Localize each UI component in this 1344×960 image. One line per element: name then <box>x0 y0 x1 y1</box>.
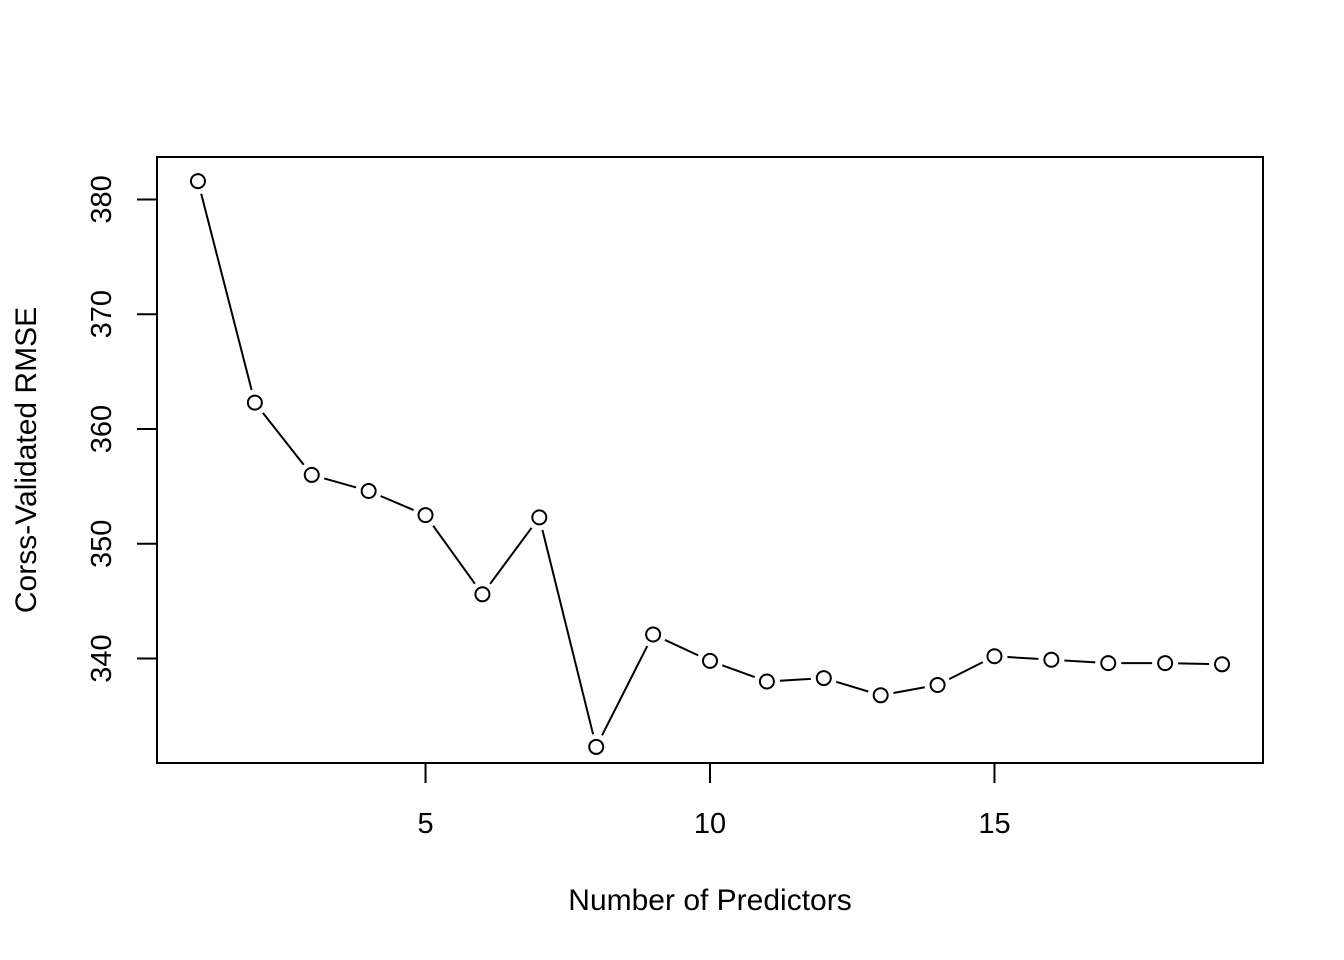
series-line-segment <box>262 412 305 466</box>
x-tick-label: 10 <box>694 808 726 840</box>
data-point <box>758 673 775 690</box>
y-tick-label: 340 <box>86 634 118 682</box>
series-line-segment <box>1007 656 1039 660</box>
x-axis-title: Number of Predictors <box>568 884 851 917</box>
series-line-segment <box>1064 659 1096 664</box>
series-line-segment <box>948 661 984 680</box>
series-line-segment <box>721 664 756 679</box>
data-point <box>303 466 320 483</box>
y-tick-label: 380 <box>86 175 118 223</box>
series-line-segment <box>779 677 811 682</box>
y-axis: 340 350 360 370 380 <box>86 175 158 683</box>
marker-layer <box>189 173 1231 755</box>
series-line-segment <box>893 686 925 694</box>
series-line-segment <box>380 495 414 511</box>
x-tick-label: 5 <box>417 808 433 840</box>
data-point <box>1100 655 1117 672</box>
data-point <box>189 173 206 190</box>
data-point <box>929 676 946 693</box>
data-point <box>1214 656 1231 673</box>
series-line-segment <box>432 525 476 585</box>
series-line-segment <box>601 645 649 736</box>
data-point <box>588 738 605 755</box>
data-point <box>246 394 263 411</box>
data-point <box>360 482 377 499</box>
series-layer <box>200 193 1210 736</box>
series-line-segment <box>664 639 699 657</box>
data-point <box>645 626 662 643</box>
y-tick-label: 350 <box>86 520 118 568</box>
y-tick-label: 370 <box>86 290 118 338</box>
x-tick-label: 15 <box>978 808 1010 840</box>
data-point <box>986 648 1003 665</box>
series-line-segment <box>541 529 595 735</box>
data-point <box>474 586 491 603</box>
data-point <box>1157 655 1174 672</box>
series-line-segment <box>1178 662 1210 666</box>
data-point <box>417 507 434 524</box>
y-axis-title: Corss-Validated RMSE <box>10 307 43 613</box>
data-point <box>531 509 548 526</box>
series-line-segment <box>323 477 357 489</box>
series-line-segment <box>835 680 869 693</box>
data-point <box>702 652 718 669</box>
data-point <box>815 670 832 687</box>
series-line-segment <box>200 193 253 391</box>
data-point <box>1043 651 1060 668</box>
series-line-segment <box>489 527 533 585</box>
data-point <box>872 687 889 704</box>
x-axis: 5 10 15 <box>417 762 1011 840</box>
y-tick-label: 360 <box>86 405 118 453</box>
